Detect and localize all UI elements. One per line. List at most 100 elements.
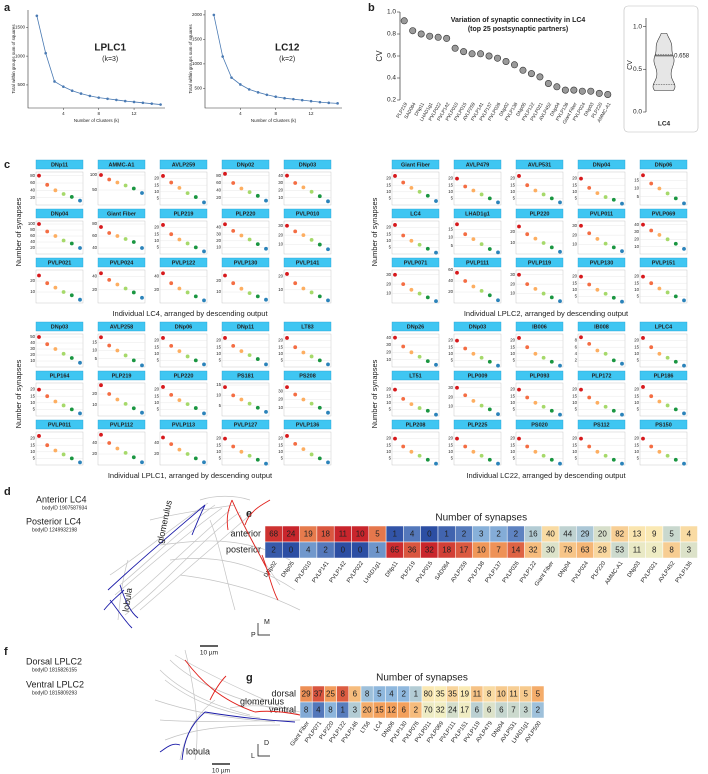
point [641, 274, 645, 279]
y-tick-label: 20 [634, 338, 639, 343]
chart-subtitle: (k=3) [102, 56, 118, 63]
y-tick-label: 5 [157, 358, 160, 363]
cell-body-id: bodyID 1249932198 [32, 527, 77, 533]
point [53, 80, 56, 83]
y-tick-label: 5 [389, 245, 392, 250]
panel-title-box [159, 321, 208, 332]
point [231, 181, 236, 185]
point [641, 173, 645, 178]
point [649, 228, 654, 233]
point [169, 343, 174, 348]
y-tick-label: 1500 [192, 37, 203, 42]
cell-label: 6 [487, 706, 492, 715]
plot-frame [391, 333, 440, 368]
y-tick-label: 15 [634, 344, 639, 349]
point [517, 436, 521, 441]
point [463, 444, 468, 449]
cell-label: 15 [375, 706, 384, 715]
point [193, 406, 198, 410]
panel-title: DNp03 [51, 324, 68, 330]
y-tick-label: 20 [386, 176, 391, 181]
axis-letter: P [251, 632, 256, 639]
plot-frame [35, 431, 84, 466]
cell-label: 82 [615, 530, 624, 539]
panel-title: PLP164 [50, 373, 71, 379]
point [107, 441, 112, 445]
point [479, 403, 484, 408]
point [641, 336, 645, 340]
plot-frame [391, 431, 440, 466]
point [611, 358, 616, 363]
dot [578, 87, 586, 95]
region-label: glomerulus [240, 696, 285, 706]
x-axis-label: Number of Clusters (k) [74, 118, 120, 123]
neuron-trace [103, 504, 206, 629]
cell-label: 2 [462, 530, 467, 539]
point [61, 351, 66, 356]
y-tick-label: 10 [216, 393, 221, 398]
point [673, 196, 678, 201]
point [496, 250, 500, 255]
panel-title: PVLP141 [296, 260, 320, 266]
panel-title-box [283, 257, 332, 268]
plot-frame [391, 382, 440, 417]
point [35, 14, 39, 18]
x-tick-label: PVLP138 [467, 561, 486, 585]
point [62, 85, 65, 88]
y-tick-label: 10 [386, 357, 391, 362]
point [88, 94, 92, 98]
y-tick-label: 5 [451, 243, 454, 248]
point [283, 96, 286, 100]
point [517, 224, 521, 229]
cell-label: 11 [339, 530, 348, 539]
y-tick-label: 80 [30, 227, 35, 232]
plot-frame [97, 171, 146, 206]
point [285, 173, 289, 178]
cell-label: 2 [514, 530, 519, 539]
panel-title: PLP009 [468, 373, 488, 379]
cell-label: 8 [304, 706, 309, 715]
cell-label: 4 [316, 706, 321, 715]
x-tick-label: PVLP015 [415, 561, 434, 585]
point [479, 355, 484, 360]
point [53, 234, 58, 238]
y-tick-label: 0.2 [387, 97, 396, 104]
point [193, 358, 198, 363]
plot-frame [515, 171, 564, 206]
y-tick-label: 15 [154, 393, 159, 398]
point [300, 98, 304, 102]
y-tick-label: 5 [451, 196, 454, 201]
point [603, 453, 608, 458]
panel-title: DNp03 [469, 324, 486, 330]
point [558, 200, 562, 205]
panel-title-box [221, 159, 270, 170]
point [247, 401, 252, 406]
y-tick-label: 10 [92, 402, 97, 407]
point [161, 223, 165, 227]
point [239, 83, 242, 86]
point [587, 444, 592, 449]
point [611, 457, 616, 462]
point [455, 176, 459, 181]
panel-title-box [639, 257, 688, 268]
point [409, 449, 414, 454]
neuron-trace [184, 659, 301, 716]
panel-title: Giant Fiber [107, 211, 137, 217]
panel-label: f [4, 646, 8, 658]
y-tick-label: 5 [575, 196, 578, 201]
y-tick-label: 10 [572, 242, 577, 247]
panel-title-box [453, 159, 502, 170]
point [673, 407, 678, 412]
y-tick-label: 40 [634, 222, 639, 227]
y-tick-label: 10 [448, 351, 453, 356]
dot [400, 17, 408, 25]
dot [604, 91, 612, 99]
panel-title-box [283, 419, 332, 430]
y-tick-label: 20 [216, 338, 221, 343]
point [649, 444, 654, 449]
point [682, 246, 686, 251]
point [61, 238, 66, 243]
point [37, 434, 41, 438]
panel-title-box [515, 370, 564, 381]
